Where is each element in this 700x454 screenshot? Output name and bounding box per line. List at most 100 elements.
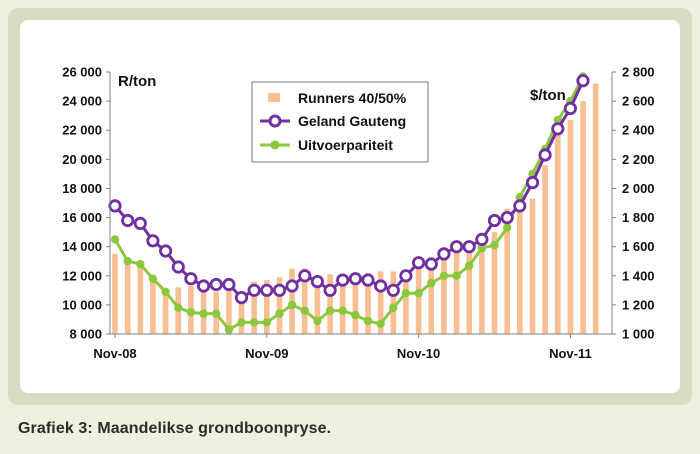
point-geland [399,269,413,283]
left-tick-label: 10 000 [62,297,102,312]
right-tick-label: 2 200 [622,152,655,167]
right-unit-label: $/ton [530,87,566,104]
point-uitvoer [313,316,322,326]
bar-runners [567,120,574,334]
legend-marker-geland [268,114,282,128]
bar-runners [517,200,523,334]
bar-runners [415,265,422,334]
bar-runners [365,272,371,334]
point-geland [197,279,211,293]
point-geland [108,199,122,213]
point-uitvoer [110,235,120,244]
point-uitvoer [250,318,259,327]
point-uitvoer [148,274,158,283]
point-uitvoer [414,289,423,298]
point-geland [374,279,388,293]
point-uitvoer [212,309,221,318]
point-geland [449,240,464,254]
point-geland [336,273,350,287]
x-tick-label: Nov-08 [93,346,136,361]
point-uitvoer [338,306,347,315]
bar-runners [238,297,245,334]
bar-runners [339,274,346,334]
point-uitvoer [427,278,436,288]
point-uitvoer [376,319,385,328]
legend-label-uitvoer: Uitvoerpariteit [298,137,393,153]
bar-runners [301,268,308,334]
bar-runners [555,134,561,334]
bar-runners [504,208,510,334]
point-uitvoer [186,308,196,317]
point-uitvoer [325,306,335,315]
point-geland [462,240,476,254]
point-geland [159,244,173,258]
point-uitvoer [439,271,449,280]
left-tick-label: 20 000 [62,152,102,167]
right-tick-label: 1 800 [622,210,655,225]
axes: 8 000 10 000 12 000 14 000 16 000 18 000 20 00… [62,65,654,362]
point-geland [209,277,223,292]
bar-runners [428,256,434,334]
bar-runners [453,249,460,334]
point-uitvoer [287,300,297,310]
right-tick-label: 2 000 [622,181,655,196]
legend: Runners 40/50% Geland Gauteng Uitvoerpar… [251,81,429,163]
point-geland [500,211,514,225]
left-tick-label: 14 000 [62,239,102,254]
right-tick-label: 2 400 [622,123,655,138]
point-geland [348,272,362,286]
line-series [108,72,590,334]
left-tick-label: 8 000 [69,327,102,342]
point-geland [386,283,400,297]
left-tick-label: 12 000 [62,268,102,283]
legend-swatch-runners [268,93,280,102]
point-geland [285,279,299,293]
bar-runners [466,246,472,334]
left-tick-label: 18 000 [62,181,102,196]
right-tick-label: 1 200 [622,297,655,312]
point-geland [247,283,261,297]
legend-marker-uitvoer [270,140,280,150]
point-geland [513,199,527,213]
point-geland [576,74,590,88]
legend-label-runners: Runners 40/50% [298,90,407,106]
point-uitvoer [490,241,499,250]
point-geland [121,213,135,228]
point-geland [323,283,337,297]
left-tick-label: 16 000 [62,210,102,225]
point-uitvoer [503,223,512,232]
point-geland [260,283,274,297]
point-uitvoer [224,325,234,334]
point-geland [437,247,451,261]
bar-runners [251,281,257,334]
bar-runners [327,274,333,334]
right-tick-label: 1 400 [622,268,655,283]
point-geland [133,216,147,230]
bar-runners [377,271,384,334]
left-unit-label: R/ton [118,73,156,90]
legend-label-geland: Geland Gauteng [298,113,406,129]
point-uitvoer [161,287,170,296]
point-geland [411,256,426,270]
right-tick-label: 2 600 [622,94,655,109]
figure-caption: Grafiek 3: Maandelikse grondboonpryse. [18,420,332,437]
point-geland [234,290,249,305]
point-uitvoer [262,318,271,327]
bar-runners [592,83,599,334]
bar-runners [441,256,447,334]
bar-runners [226,290,232,334]
point-geland [298,269,312,283]
bar-runners [162,288,169,334]
point-uitvoer [199,309,208,318]
bar-runners [529,198,536,334]
point-geland [538,148,552,162]
point-uitvoer [136,259,145,269]
bar-runners [314,275,321,334]
left-tick-label: 26 000 [62,65,102,80]
bar-runners [580,101,586,334]
bar-runners [491,232,498,334]
point-geland [563,101,578,116]
point-uitvoer [452,271,461,280]
bar-runners [542,165,548,334]
bar-runners [403,270,409,334]
